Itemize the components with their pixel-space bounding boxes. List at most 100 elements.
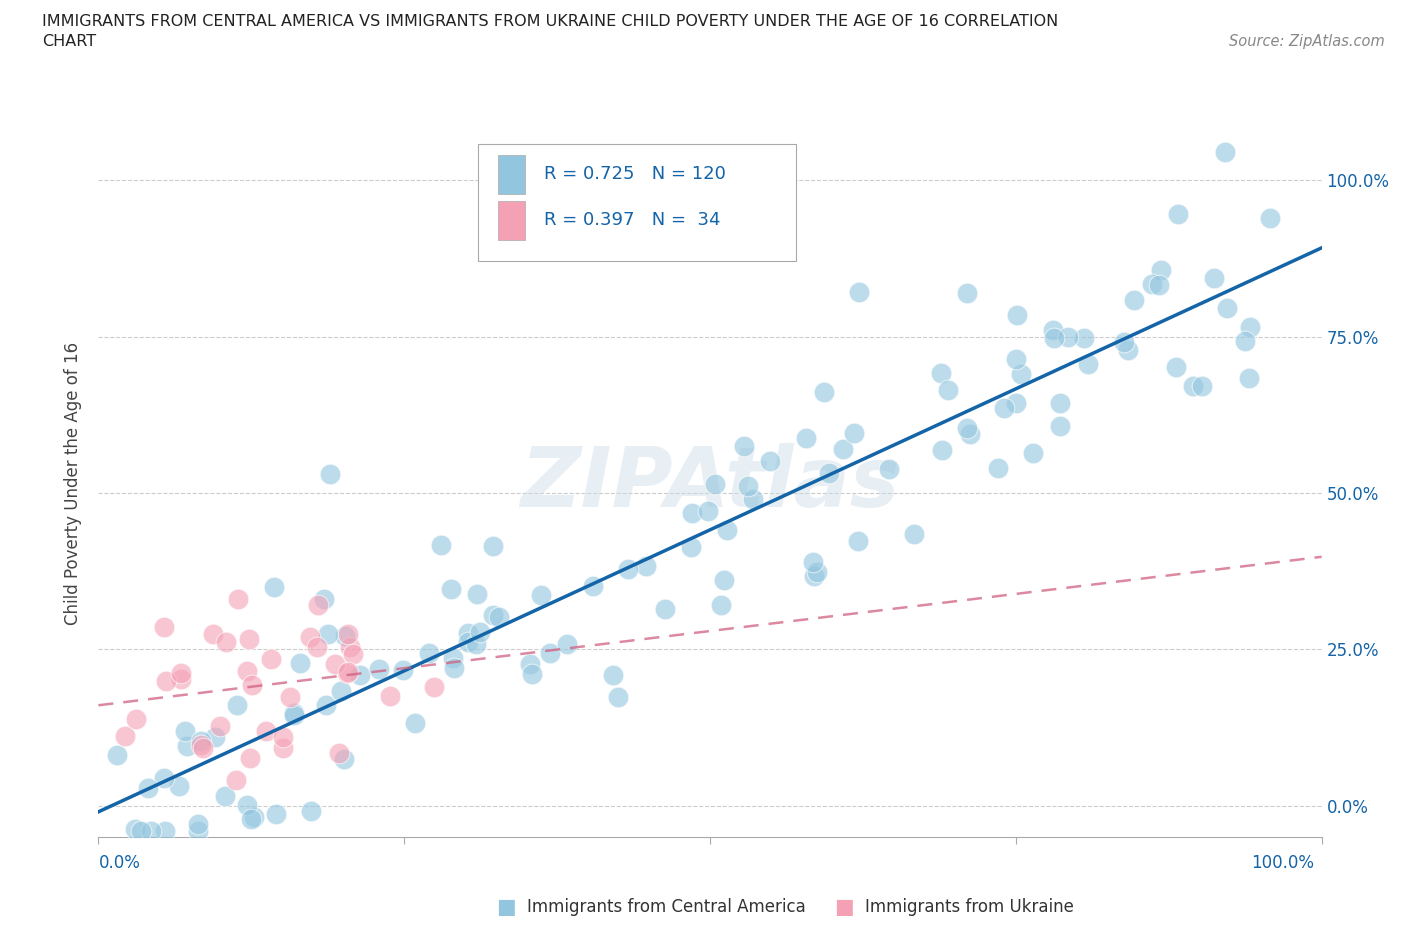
Point bbox=[187, 817, 209, 832]
Point bbox=[288, 656, 311, 671]
Point bbox=[1202, 271, 1225, 286]
Point bbox=[465, 586, 488, 601]
Point bbox=[236, 664, 259, 679]
Point bbox=[278, 689, 301, 704]
Point bbox=[190, 733, 212, 748]
Point bbox=[392, 662, 415, 677]
Point bbox=[190, 737, 212, 752]
Point bbox=[335, 666, 357, 681]
Point bbox=[316, 626, 339, 641]
Point bbox=[155, 674, 177, 689]
Point bbox=[215, 634, 238, 649]
Text: 100.0%: 100.0% bbox=[1251, 854, 1315, 871]
Point bbox=[328, 746, 350, 761]
Point bbox=[1239, 320, 1261, 335]
Point bbox=[457, 635, 479, 650]
Point bbox=[336, 627, 359, 642]
Text: ZIPAtlas: ZIPAtlas bbox=[520, 443, 900, 525]
Point bbox=[239, 751, 262, 766]
Point bbox=[1005, 396, 1028, 411]
Point bbox=[488, 609, 510, 624]
Point bbox=[481, 538, 503, 553]
Point bbox=[1077, 356, 1099, 371]
FancyBboxPatch shape bbox=[478, 144, 796, 261]
Point bbox=[457, 625, 479, 640]
Point bbox=[696, 503, 718, 518]
Point bbox=[259, 652, 281, 667]
Point bbox=[813, 384, 835, 399]
Text: IMMIGRANTS FROM CENTRAL AMERICA VS IMMIGRANTS FROM UKRAINE CHILD POVERTY UNDER T: IMMIGRANTS FROM CENTRAL AMERICA VS IMMIG… bbox=[42, 14, 1059, 29]
Point bbox=[429, 538, 451, 552]
Point bbox=[1150, 262, 1173, 277]
Point bbox=[124, 821, 146, 836]
Point bbox=[468, 625, 491, 640]
Point bbox=[283, 708, 305, 723]
Point bbox=[831, 442, 853, 457]
Point bbox=[530, 588, 553, 603]
Point bbox=[323, 657, 346, 671]
Point bbox=[240, 678, 263, 693]
Point bbox=[418, 645, 440, 660]
Point bbox=[929, 365, 952, 380]
Point bbox=[443, 660, 465, 675]
Point bbox=[225, 773, 247, 788]
Point bbox=[1010, 366, 1032, 381]
Point bbox=[1073, 330, 1095, 345]
Point bbox=[716, 523, 738, 538]
Point bbox=[152, 770, 174, 785]
Point bbox=[226, 698, 249, 712]
Point bbox=[423, 680, 446, 695]
Text: Immigrants from Ukraine: Immigrants from Ukraine bbox=[865, 897, 1074, 916]
Point bbox=[555, 637, 578, 652]
Point bbox=[243, 809, 266, 824]
Point bbox=[1049, 395, 1071, 410]
Point bbox=[1182, 379, 1205, 394]
Point bbox=[404, 716, 426, 731]
Point bbox=[273, 740, 295, 755]
FancyBboxPatch shape bbox=[498, 201, 526, 240]
Point bbox=[152, 619, 174, 634]
Point bbox=[305, 640, 328, 655]
Point bbox=[114, 729, 136, 744]
Point bbox=[710, 598, 733, 613]
Point bbox=[307, 598, 329, 613]
Point bbox=[703, 477, 725, 492]
Point bbox=[956, 420, 979, 435]
Point bbox=[1005, 352, 1028, 366]
Point bbox=[1007, 308, 1029, 323]
Point bbox=[987, 460, 1010, 475]
Point bbox=[1043, 330, 1066, 345]
Point bbox=[993, 400, 1015, 415]
Point bbox=[540, 646, 562, 661]
Point bbox=[1233, 334, 1256, 349]
Point bbox=[342, 646, 364, 661]
Point bbox=[877, 461, 900, 476]
Point bbox=[333, 629, 356, 644]
Text: Source: ZipAtlas.com: Source: ZipAtlas.com bbox=[1229, 34, 1385, 49]
Point bbox=[349, 668, 371, 683]
Point bbox=[713, 572, 735, 587]
Point bbox=[679, 540, 702, 555]
Point bbox=[440, 581, 463, 596]
Text: R = 0.725   N = 120: R = 0.725 N = 120 bbox=[544, 166, 725, 183]
Point bbox=[733, 439, 755, 454]
Point bbox=[464, 637, 486, 652]
Point bbox=[319, 466, 342, 481]
Point bbox=[903, 526, 925, 541]
Point bbox=[616, 561, 638, 576]
Point bbox=[803, 568, 825, 583]
Point bbox=[959, 427, 981, 442]
Point bbox=[1191, 379, 1213, 393]
Point bbox=[139, 823, 162, 838]
Point bbox=[1042, 322, 1064, 337]
Point bbox=[176, 738, 198, 753]
Point bbox=[167, 778, 190, 793]
Point bbox=[1167, 206, 1189, 221]
Point bbox=[848, 286, 870, 300]
Point bbox=[481, 608, 503, 623]
Point bbox=[519, 657, 541, 671]
Point bbox=[931, 442, 953, 457]
Point bbox=[1114, 334, 1136, 349]
Point bbox=[1057, 330, 1080, 345]
Point bbox=[283, 706, 305, 721]
